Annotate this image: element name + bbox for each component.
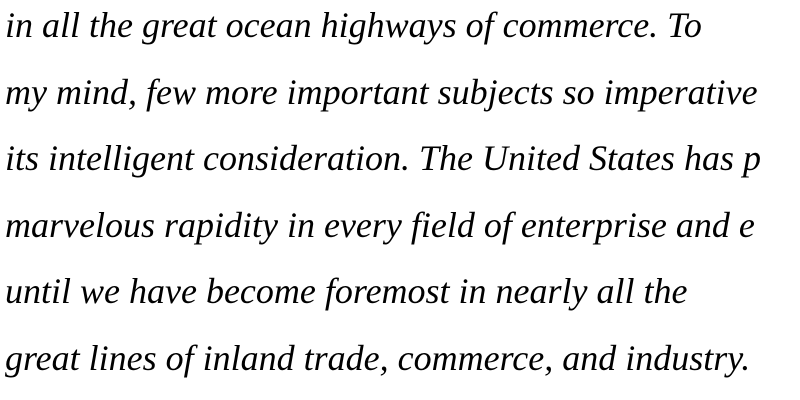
text-block: in all the great ocean highways of comme… [5, 0, 800, 400]
text-line-5: until we have become foremost in nearly … [5, 271, 688, 312]
text-line-4: marvelous rapidity in every field of ent… [5, 204, 755, 245]
text-line-1: in all the great ocean highways of comme… [5, 5, 702, 45]
text-line-3: its intelligent consideration. The Unite… [5, 138, 761, 179]
text-line-2: my mind, few more important subjects so … [5, 71, 758, 112]
text-line-6: great lines of inland trade, commerce, a… [5, 337, 751, 378]
